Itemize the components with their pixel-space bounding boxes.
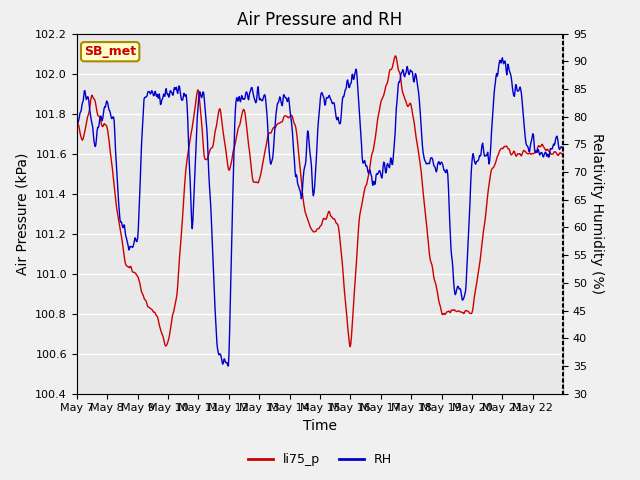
Title: Air Pressure and RH: Air Pressure and RH <box>237 11 403 29</box>
li75_p <box>559 151 567 157</box>
RH <box>244 96 252 101</box>
RH <box>397 70 405 76</box>
li75_p <box>346 344 354 349</box>
li75_p <box>73 118 81 124</box>
RH <box>371 179 378 184</box>
RH <box>262 105 270 111</box>
Line: li75_p: li75_p <box>77 56 563 347</box>
li75_p <box>130 269 138 275</box>
li75_p <box>244 131 252 137</box>
RH <box>220 360 227 366</box>
li75_p <box>220 131 227 136</box>
Line: RH: RH <box>77 58 563 366</box>
X-axis label: Time: Time <box>303 419 337 433</box>
Y-axis label: Air Pressure (kPa): Air Pressure (kPa) <box>15 153 29 275</box>
li75_p <box>398 87 406 93</box>
Legend: li75_p, RH: li75_p, RH <box>243 448 397 471</box>
li75_p <box>371 142 378 147</box>
RH <box>559 148 567 154</box>
Text: SB_met: SB_met <box>84 45 136 58</box>
RH <box>73 114 81 120</box>
RH <box>499 55 506 60</box>
Y-axis label: Relativity Humidity (%): Relativity Humidity (%) <box>589 133 604 294</box>
RH <box>225 363 232 369</box>
li75_p <box>262 144 269 150</box>
li75_p <box>391 53 399 59</box>
RH <box>130 240 138 246</box>
